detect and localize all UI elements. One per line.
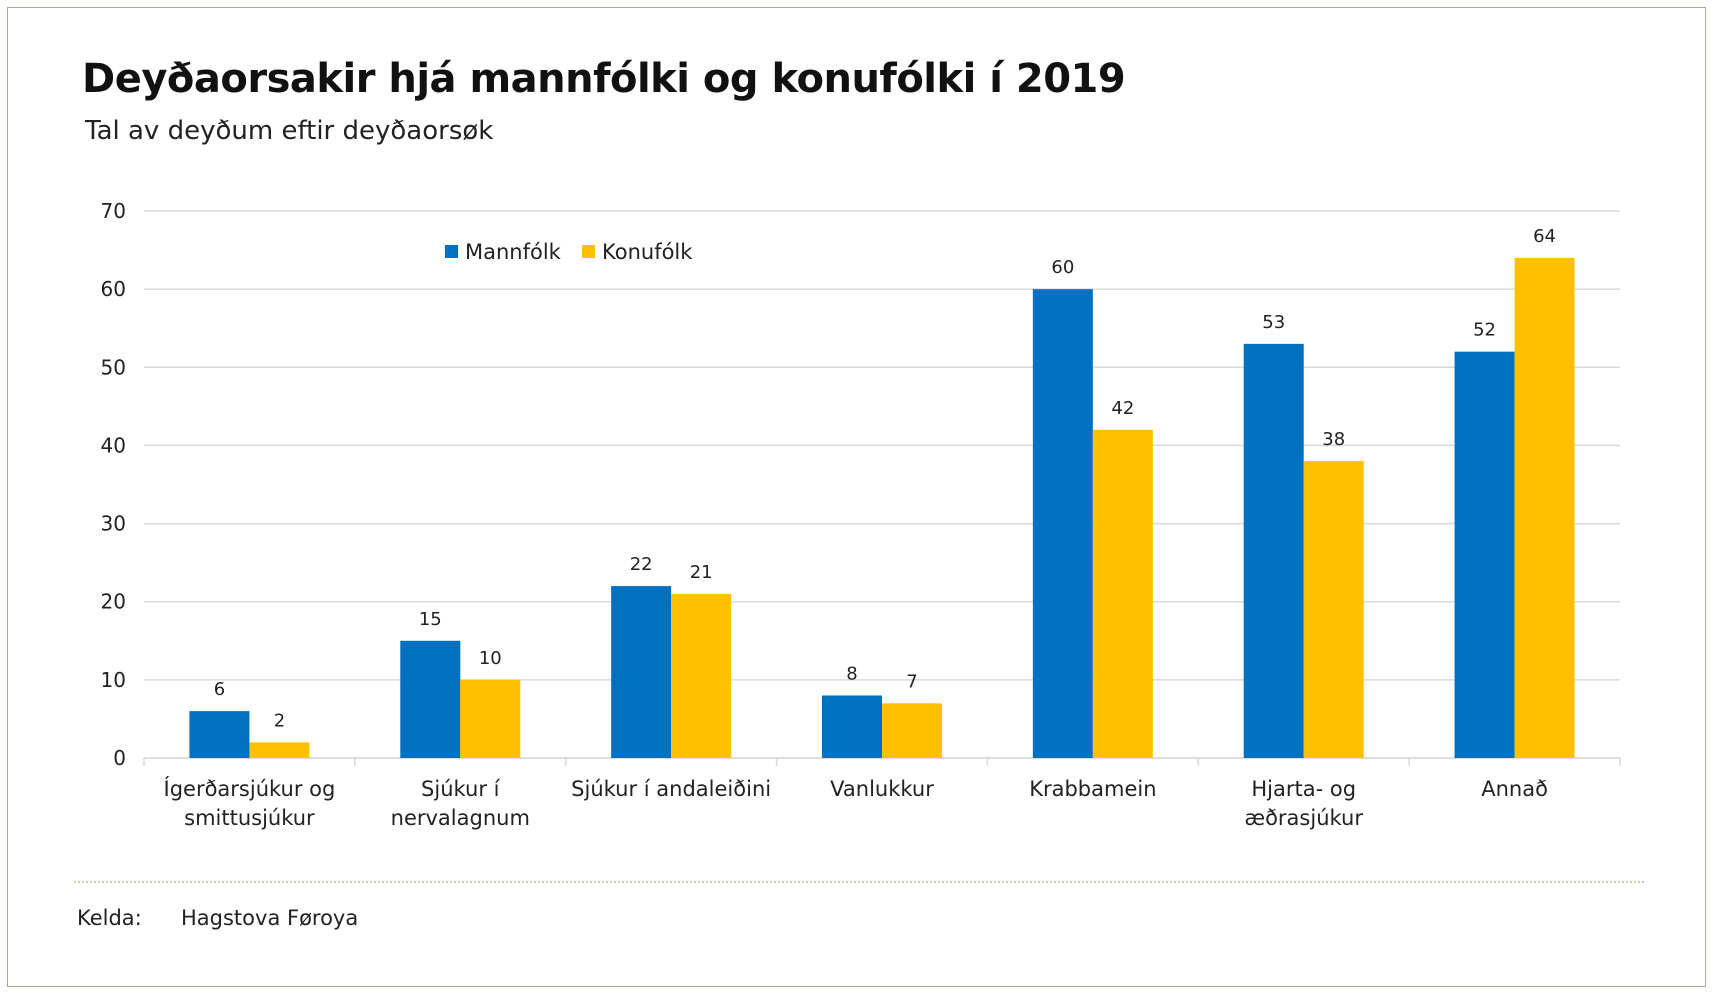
bar-mannfolk (1243, 343, 1304, 758)
y-tick-label: 0 (113, 746, 126, 770)
bar-mannfolk (822, 695, 882, 758)
x-category-label: Ígerðarsjúkur og (164, 776, 336, 801)
y-tick-label: 40 (101, 433, 126, 457)
chart-frame (7, 7, 1706, 987)
bar-mannfolk (611, 586, 672, 758)
y-tick-label: 20 (101, 590, 126, 614)
source-label: Kelda: (77, 906, 142, 930)
y-tick-label: 10 (101, 668, 126, 692)
data-label: 21 (690, 562, 713, 583)
x-category-label: nervalagnum (391, 806, 530, 830)
x-category-label: Annað (1481, 777, 1548, 801)
x-category-label: Sjúkur í andaleiðini (571, 777, 771, 801)
data-label: 60 (1051, 257, 1074, 278)
y-tick-label: 70 (101, 199, 126, 223)
y-tick-label: 50 (101, 355, 126, 379)
legend-label-konufolk: Konufólk (602, 240, 693, 264)
source-value: Hagstova Føroya (181, 906, 359, 930)
data-label: 52 (1473, 320, 1496, 341)
bar-konufolk (460, 679, 521, 758)
x-category-label: Krabbamein (1029, 777, 1156, 801)
x-category-label: Vanlukkur (830, 777, 934, 801)
x-category-label: smittusjúkur (184, 806, 315, 830)
y-tick-label: 60 (101, 277, 126, 301)
x-category-label: Sjúkur í (421, 777, 501, 801)
data-label: 15 (419, 609, 442, 630)
bar-konufolk (1514, 257, 1575, 758)
data-label: 38 (1322, 429, 1345, 450)
bar-konufolk (1092, 429, 1153, 758)
legend-swatch-mannfolk (445, 245, 458, 258)
legend-label-mannfolk: Mannfólk (465, 240, 562, 264)
bar-konufolk (249, 742, 310, 758)
data-label: 42 (1111, 398, 1134, 419)
bar-konufolk (671, 593, 732, 758)
data-label: 6 (214, 679, 225, 700)
bar-mannfolk (400, 640, 461, 758)
y-tick-label: 30 (101, 512, 126, 536)
data-label: 10 (479, 648, 502, 669)
data-label: 22 (630, 554, 653, 575)
x-category-label: æðrasjúkur (1244, 806, 1363, 830)
chart-title: Deyðaorsakir hjá mannfólki og konufólki … (82, 56, 1126, 102)
data-label: 8 (846, 663, 857, 684)
bar-konufolk (1303, 461, 1364, 758)
bar-mannfolk (189, 711, 250, 758)
bar-mannfolk (1032, 289, 1093, 758)
data-label: 64 (1533, 226, 1556, 247)
bar-konufolk (882, 703, 942, 758)
x-category-label: Hjarta- og (1251, 777, 1356, 801)
data-label: 53 (1262, 312, 1285, 333)
data-label: 7 (906, 671, 917, 692)
chart-subtitle: Tal av deyðum eftir deyðaorsøk (85, 116, 494, 146)
bar-mannfolk (1454, 351, 1515, 758)
data-label: 2 (274, 710, 285, 731)
legend-swatch-konufolk (582, 245, 595, 258)
